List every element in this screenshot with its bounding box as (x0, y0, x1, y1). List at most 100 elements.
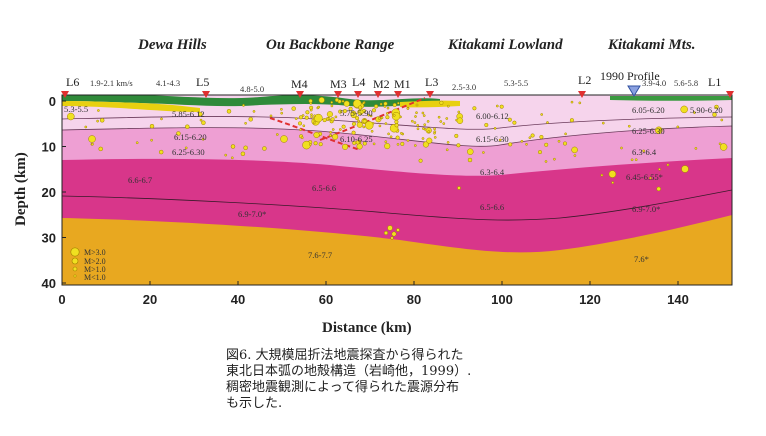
station-label: L3 (425, 75, 438, 89)
station-triangle (61, 91, 69, 98)
hypocenter-dot (426, 137, 433, 144)
hypocenter-dot (387, 225, 393, 231)
hypocenter-dot (693, 111, 696, 114)
hypocenter-dot (230, 156, 234, 160)
hypocenter-dot (482, 151, 485, 154)
velocity-label: 6.5-6.6 (312, 183, 336, 193)
hypocenter-dot (342, 143, 349, 150)
hypocenter-dot (385, 112, 389, 115)
hypocenter-dot (620, 146, 623, 150)
hypocenter-dot (498, 138, 502, 142)
hypocenter-dot (666, 163, 670, 167)
hypocenter-dot (280, 111, 284, 115)
hypocenter-dot (298, 115, 303, 120)
hypocenter-dot (553, 157, 556, 161)
hypocenter-dot (712, 112, 717, 117)
region-label-kitakami-mts: Kitakami Mts. (607, 37, 696, 53)
hypocenter-dot (389, 135, 393, 139)
hypocenter-dot (88, 135, 96, 143)
hypocenter-dot (484, 122, 489, 128)
velocity-label: 7.6* (634, 254, 649, 264)
hypocenter-dot (149, 123, 155, 129)
hypocenter-dot (445, 117, 449, 120)
hypocenter-dot (370, 129, 374, 133)
profile-triangle (627, 85, 641, 97)
hypocenter-dot (291, 106, 296, 111)
hypocenter-dot (299, 128, 302, 132)
fault-dashed-1 (269, 117, 361, 151)
hypocenter-dot (454, 133, 459, 138)
hypocenter-dot (384, 140, 388, 144)
hypocenter-dot (456, 143, 461, 148)
hypocenter-dot (383, 230, 389, 236)
legend-dot-medium (71, 257, 79, 265)
hypocenter-dot (714, 104, 719, 110)
station-triangle (354, 91, 362, 98)
hypocenter-dot (184, 146, 188, 150)
hypocenter-dot (338, 109, 343, 114)
hypocenter-dot (557, 139, 561, 143)
hypocenter-dot (415, 111, 418, 115)
hypocenter-dot (422, 114, 426, 117)
velocity-label: 5.90-6.20 (690, 105, 723, 115)
hypocenter-dot (396, 228, 400, 232)
station-label: M1 (394, 77, 411, 91)
velocity-label: 6.05-6.20 (632, 105, 665, 115)
hypocenter-dot (457, 110, 461, 114)
hypocenter-dot (301, 114, 305, 117)
hypocenter-dot (530, 133, 535, 138)
x-tick-label: 0 (58, 292, 65, 307)
station-triangle (578, 91, 586, 98)
x-axis-title: Distance (km) (322, 320, 412, 336)
hypocenter-dot (400, 141, 405, 146)
hypocenter-dot (421, 111, 425, 115)
hypocenter-dot (98, 146, 103, 152)
hypocenter-dot (659, 127, 663, 131)
hypocenter-dot (562, 141, 568, 146)
hypocenter-dot (380, 116, 384, 120)
hypocenter-dot (410, 119, 414, 123)
hypocenter-dot (362, 141, 367, 146)
hypocenter-dot (656, 186, 661, 192)
hypocenter-dot (571, 146, 578, 154)
hypocenter-dot (226, 109, 232, 114)
hypocenter-dot (230, 144, 236, 149)
hypocenter-dot (680, 105, 688, 114)
hypocenter-dot (544, 160, 548, 163)
velocity-label: 3.9-4.0 (642, 78, 666, 88)
hypocenter-dot (718, 142, 722, 146)
hypocenter-dot (540, 113, 544, 116)
hypocenter-dot (507, 117, 512, 122)
caption-line: も示した. (226, 396, 283, 411)
hypocenter-dot (313, 131, 320, 139)
hypocenter-dot (350, 111, 357, 119)
magnitude-legend: M>3.0 M>2.0 M>1.0 M<1.0 (70, 247, 106, 282)
hypocenter-dot (413, 144, 417, 147)
hypocenter-dot (355, 116, 360, 121)
hypocenter-dot (528, 136, 532, 140)
hypocenter-dot (338, 128, 342, 131)
hypocenter-dot (302, 124, 306, 128)
boundary-conrad (61, 189, 733, 221)
hypocenter-dot (384, 122, 388, 125)
hypocenter-dot (84, 125, 88, 129)
hypocenter-dot (242, 104, 245, 107)
hypocenter-dot (244, 121, 247, 125)
hypocenter-dot (445, 148, 449, 152)
hypocenter-dot (275, 133, 279, 136)
hypocenter-dot (309, 108, 313, 112)
hypocenter-dot (392, 114, 396, 117)
hypocenter-dot (472, 106, 477, 111)
hypocenter-dot (248, 117, 253, 122)
hypocenter-dot (601, 121, 605, 125)
velocity-label: 7.6-7.7 (308, 250, 332, 260)
velocity-label: 5.3-5.5 (504, 78, 528, 88)
hypocenter-dot (719, 143, 728, 151)
legend-label: M<1.0 (84, 273, 106, 282)
hypocenter-dot (96, 119, 99, 123)
velocity-label: 6.25-6.30 (632, 126, 665, 136)
hypocenter-dot (327, 117, 331, 121)
hypocenter-dot (525, 142, 528, 146)
hypocenter-dot (135, 141, 139, 145)
station-label: M4 (291, 77, 308, 91)
